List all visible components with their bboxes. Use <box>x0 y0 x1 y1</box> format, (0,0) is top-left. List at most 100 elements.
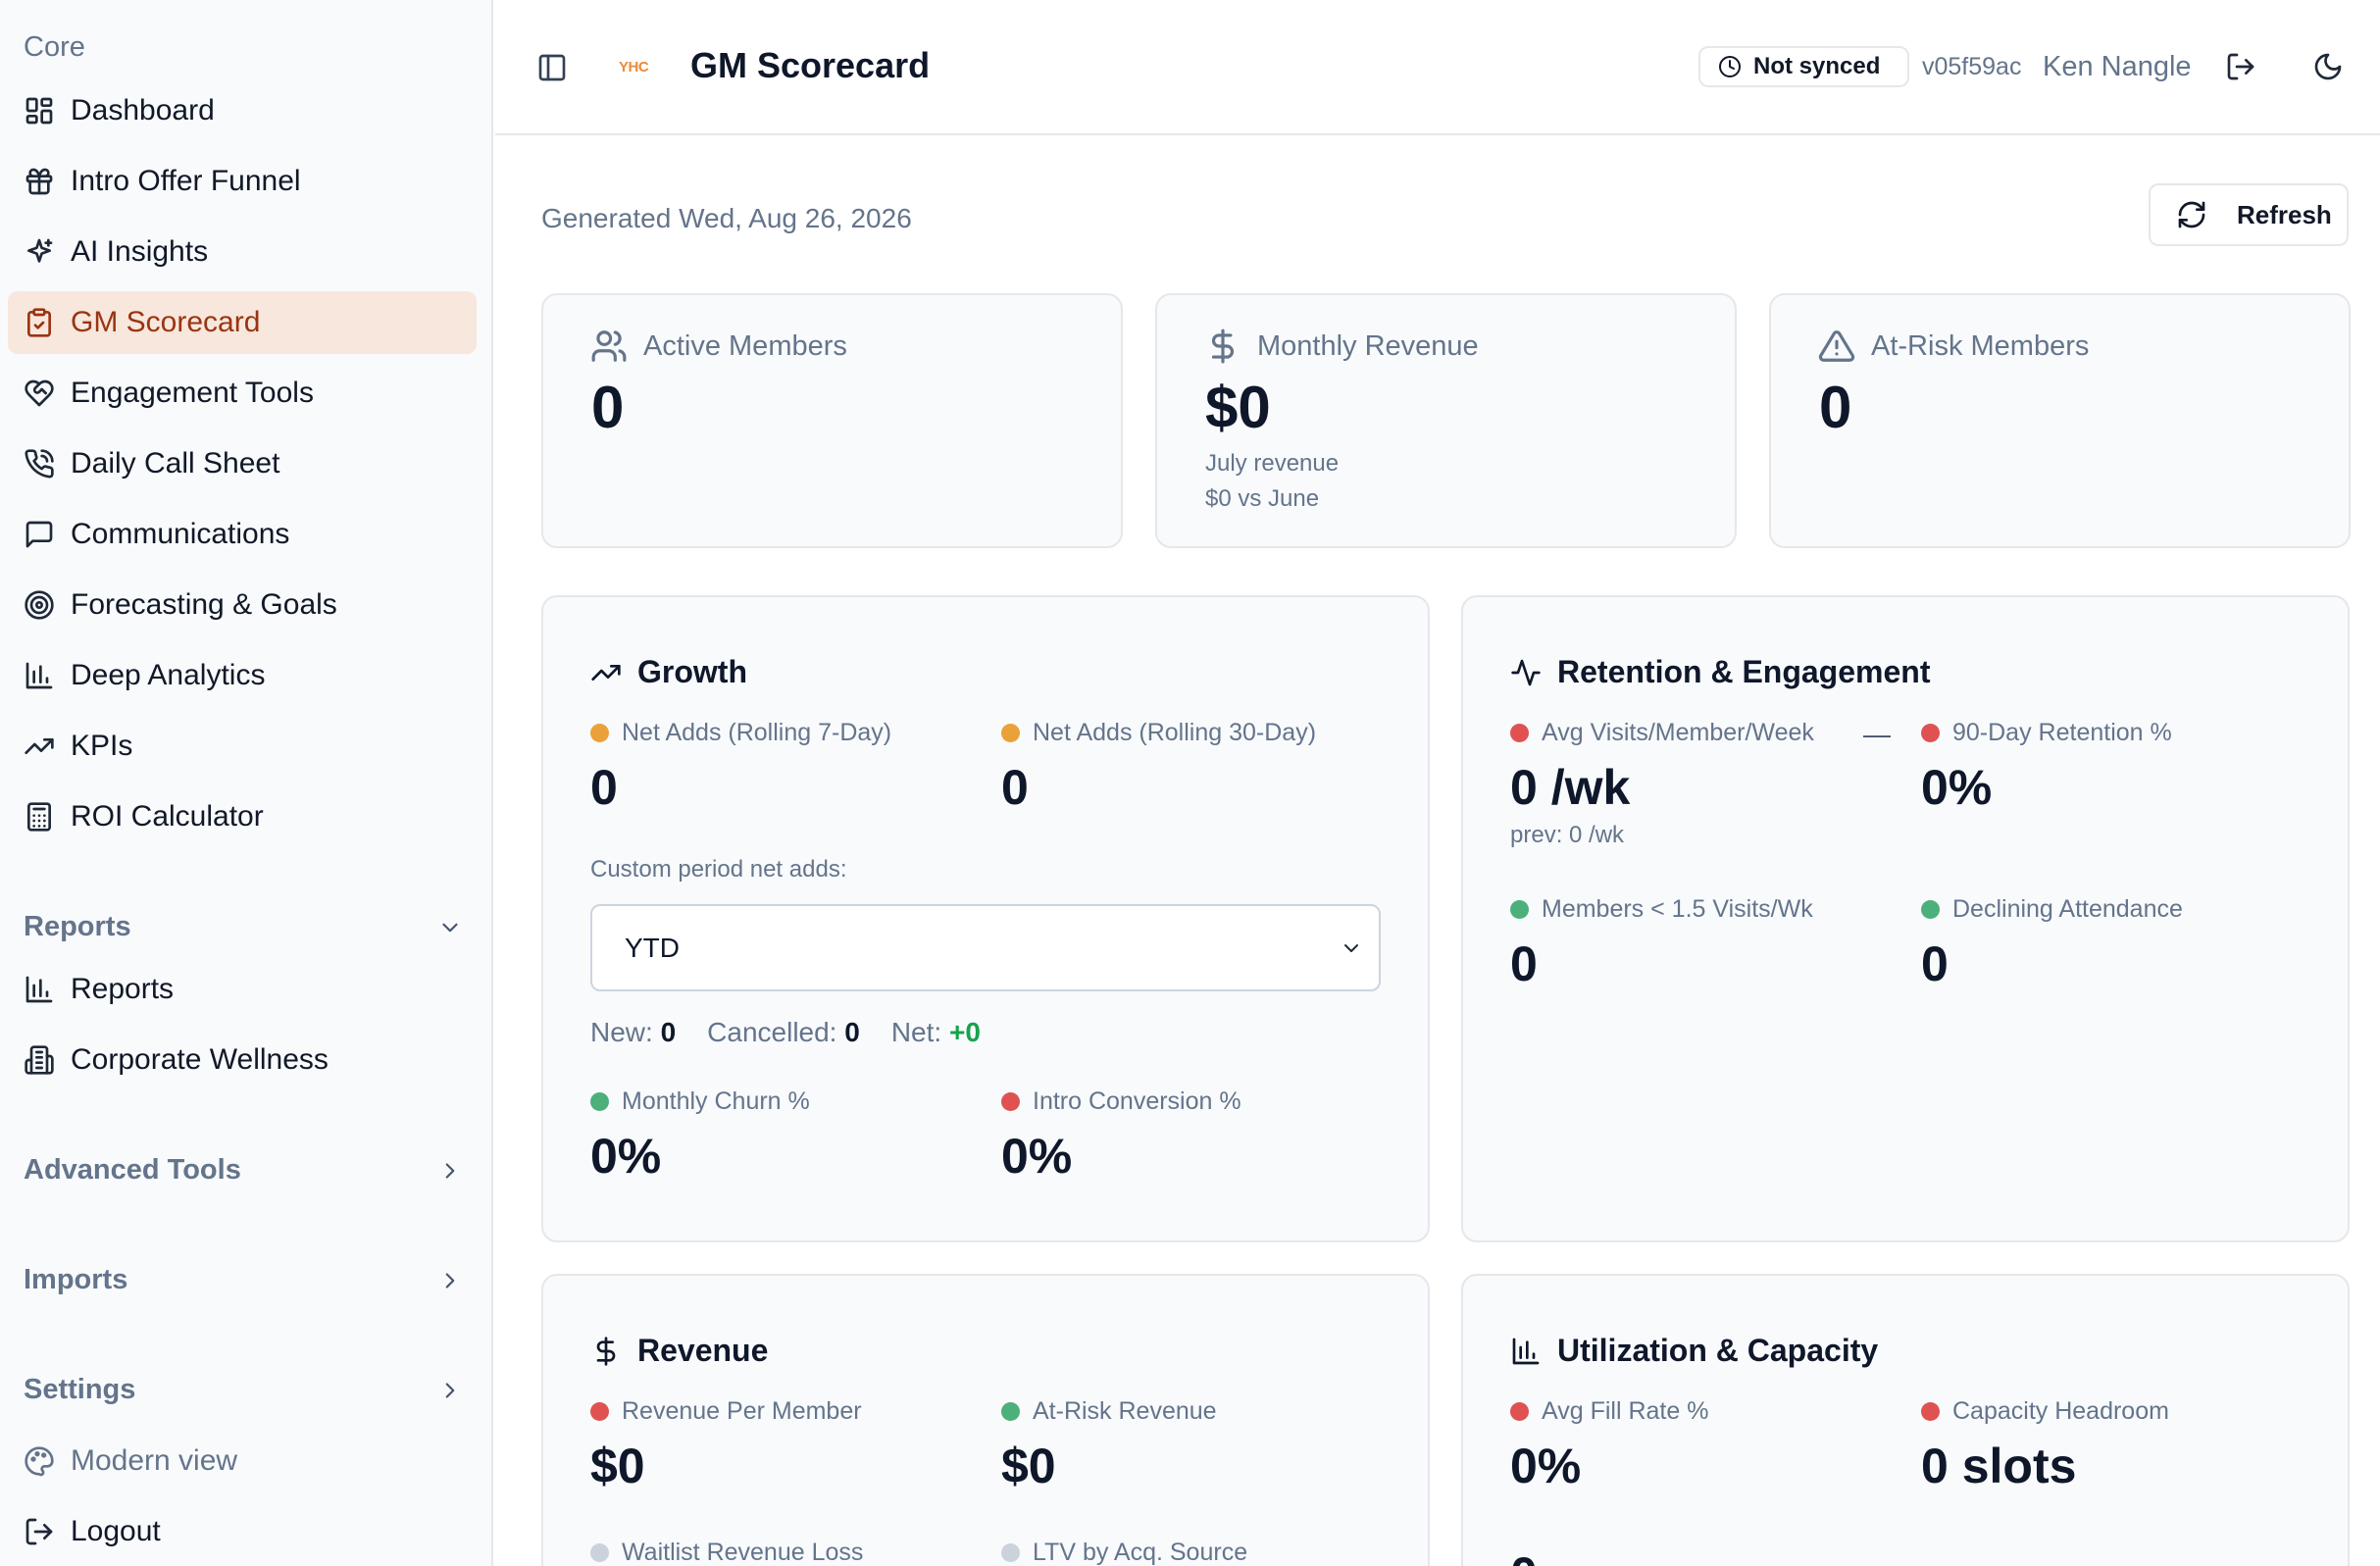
sidebar-group-core: Core <box>24 31 85 63</box>
new-count: New: 0 <box>590 1017 677 1047</box>
metric-label: Capacity Headroom <box>1952 1397 2169 1425</box>
stat-header: Active Members <box>590 328 847 365</box>
sidebar-item-label: KPIs <box>71 730 133 762</box>
metric-net-adds-7: Net Adds (Rolling 7-Day) 0 <box>590 719 891 816</box>
clock-icon <box>1718 55 1742 78</box>
sidebar-item-label: Corporate Wellness <box>71 1043 329 1076</box>
period-select[interactable]: YTD <box>590 904 1381 991</box>
metric-value: $0 <box>1001 1439 1056 1493</box>
version-label: v05f59ac <box>1922 53 2022 80</box>
metric-value: 0 slots <box>1921 1439 2077 1493</box>
dollar-icon <box>1204 328 1241 365</box>
sidebar-item-ai-insights[interactable]: AI Insights <box>8 221 477 283</box>
sidebar-item-reports[interactable]: Reports <box>8 958 477 1021</box>
brand-logo: YHC <box>619 59 649 76</box>
dashboard-icon <box>24 95 55 126</box>
utilization-capacity-panel: Utilization & Capacity Avg Fill Rate % 0… <box>1461 1274 2350 1566</box>
metric-declining-attendance: Declining Attendance 0 <box>1921 895 2183 992</box>
sidebar-item-dashboard[interactable]: Dashboard <box>8 79 477 142</box>
metric-value: $0 <box>590 1439 645 1493</box>
status-dot <box>1921 1402 1940 1421</box>
sidebar-section-imports[interactable]: Imports <box>24 1264 463 1296</box>
sidebar-item-gm-scorecard[interactable]: GM Scorecard <box>8 291 477 354</box>
metric-value: 0 <box>1921 936 1949 991</box>
sidebar-item-deep-analytics[interactable]: Deep Analytics <box>8 644 477 707</box>
metric-label: Declining Attendance <box>1952 895 2183 923</box>
sidebar-item-modern-view[interactable]: Modern view <box>8 1430 477 1492</box>
sidebar-section-reports[interactable]: Reports <box>24 911 463 943</box>
sidebar-section-advanced-tools[interactable]: Advanced Tools <box>24 1154 463 1187</box>
palette-icon <box>24 1445 55 1477</box>
metric-ltv-by-source: LTV by Acq. Source <box>1001 1539 1247 1566</box>
sidebar-item-label: ROI Calculator <box>71 800 264 833</box>
metric-label: Avg Fill Rate % <box>1542 1397 1709 1425</box>
moon-icon[interactable] <box>2312 51 2344 82</box>
metric-label: 90-Day Retention % <box>1952 719 2172 746</box>
sidebar-item-engagement-tools[interactable]: Engagement Tools <box>8 362 477 425</box>
logout-icon[interactable] <box>2225 51 2256 82</box>
calculator-icon <box>24 801 55 833</box>
bar-chart-icon <box>24 974 55 1005</box>
metric-value: 0 <box>1510 936 1538 991</box>
sidebar-item-corporate-wellness[interactable]: Corporate Wellness <box>8 1029 477 1091</box>
sidebar-item-kpis[interactable]: KPIs <box>8 715 477 778</box>
stat-card-at-risk-members: At-Risk Members 0 <box>1769 293 2351 548</box>
sidebar-section-settings[interactable]: Settings <box>24 1374 463 1406</box>
sidebar-item-label: Forecasting & Goals <box>71 588 337 621</box>
metric-value: 0% <box>590 1129 662 1184</box>
sidebar-item-intro-offer-funnel[interactable]: Intro Offer Funnel <box>8 150 477 213</box>
phone-icon <box>24 448 55 480</box>
sidebar-section-label: Settings <box>24 1374 136 1405</box>
metric-label: At-Risk Revenue <box>1033 1397 1217 1425</box>
panel-title: Retention & Engagement <box>1510 654 1930 690</box>
sidebar-item-label: Reports <box>71 973 175 1005</box>
sidebar-section-label: Advanced Tools <box>24 1154 241 1186</box>
users-icon <box>590 328 628 365</box>
chevron-down-icon <box>437 915 463 940</box>
metric-label: Avg Visits/Member/Week <box>1542 719 1814 746</box>
period-select-value: YTD <box>625 932 680 963</box>
metric-waitlist-revenue-loss: Waitlist Revenue Loss <box>590 1539 863 1566</box>
metric-value: 0% <box>1921 760 1993 815</box>
panel-title: Utilization & Capacity <box>1510 1333 1878 1369</box>
sidebar-item-label: GM Scorecard <box>71 306 261 338</box>
status-dot <box>1001 1402 1020 1421</box>
sync-status-badge[interactable]: Not synced <box>1698 46 1909 87</box>
sidebar-item-logout[interactable]: Logout <box>8 1500 477 1563</box>
refresh-button[interactable]: Refresh <box>2149 183 2349 246</box>
chevron-down-icon <box>1340 936 1363 960</box>
status-dot <box>590 1402 609 1421</box>
net-count: Net: +0 <box>890 1017 981 1047</box>
metric-low-visit-members: Members < 1.5 Visits/Wk 0 <box>1510 895 1813 992</box>
metric-intro-conversion: Intro Conversion % 0% <box>1001 1087 1241 1185</box>
refresh-icon <box>2176 199 2207 230</box>
sidebar-item-forecasting-goals[interactable]: Forecasting & Goals <box>8 574 477 636</box>
panel-title-text: Revenue <box>637 1333 769 1368</box>
status-dot <box>1921 900 1940 919</box>
bar-chart-icon <box>24 660 55 691</box>
top-header: YHC GM Scorecard Not synced v05f59ac Ken… <box>495 0 2380 135</box>
logout-icon <box>24 1516 55 1547</box>
status-dot <box>1001 1092 1020 1111</box>
status-dot <box>590 1092 609 1111</box>
stat-label: Monthly Revenue <box>1257 329 1479 362</box>
page-title: GM Scorecard <box>690 45 931 85</box>
custom-period-label: Custom period net adds: <box>590 856 847 883</box>
metric-label: LTV by Acq. Source <box>1033 1539 1248 1566</box>
metric-value: 0 <box>1510 1546 1538 1566</box>
sidebar-item-daily-call-sheet[interactable]: Daily Call Sheet <box>8 432 477 495</box>
stat-value: $0 <box>1205 375 1271 440</box>
sidebar-section-label: Reports <box>24 911 131 942</box>
sidebar-item-label: Deep Analytics <box>71 659 266 691</box>
metric-previous: prev: 0 /wk <box>1510 822 1625 848</box>
cancelled-count: Cancelled: 0 <box>707 1017 860 1047</box>
sidebar-item-communications[interactable]: Communications <box>8 503 477 566</box>
stat-header: At-Risk Members <box>1818 328 2089 365</box>
sidebar-section-label: Imports <box>24 1264 128 1295</box>
status-dot <box>1001 1543 1020 1562</box>
stat-subtext: July revenue <box>1205 450 1340 477</box>
chevron-right-icon <box>437 1158 463 1184</box>
sidebar-toggle-icon[interactable] <box>536 52 568 83</box>
status-dot <box>1510 724 1529 742</box>
sidebar-item-roi-calculator[interactable]: ROI Calculator <box>8 785 477 848</box>
